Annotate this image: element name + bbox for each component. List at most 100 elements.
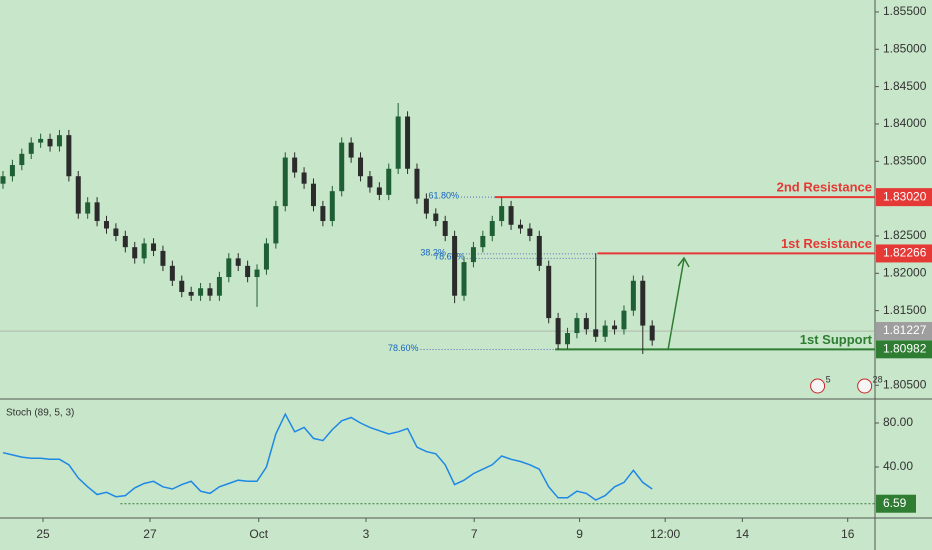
candle-body — [113, 228, 119, 236]
candle-body — [66, 135, 72, 177]
x-tick-label: 25 — [36, 527, 50, 541]
candle-body — [282, 157, 288, 207]
candle-body — [254, 269, 260, 278]
candle-body — [612, 325, 618, 330]
candle-body — [583, 318, 589, 330]
candle-body — [245, 265, 251, 278]
y-tick-label: 1.82000 — [883, 265, 927, 279]
candle-body — [188, 291, 194, 296]
candle-body — [122, 235, 128, 248]
candle-body — [517, 224, 523, 229]
fib-label: 38.2% — [420, 247, 446, 257]
candle-body — [132, 247, 138, 259]
event-icon — [810, 378, 826, 394]
y-tick-label: 1.85500 — [883, 4, 927, 18]
candle-body — [273, 206, 279, 244]
candle-body — [489, 221, 495, 236]
candle-body — [75, 176, 81, 214]
event-label: 5 — [826, 374, 831, 384]
y-tick-label: 1.84500 — [883, 79, 927, 93]
candle-body — [574, 318, 580, 334]
candle-body — [141, 243, 147, 259]
candle-body — [546, 265, 552, 319]
candle-body — [423, 198, 429, 214]
candle-body — [442, 221, 448, 236]
candle-body — [602, 325, 608, 337]
candle-body — [85, 202, 91, 214]
candle-body — [292, 157, 298, 173]
candle-body — [0, 176, 6, 184]
candle-body — [216, 277, 222, 296]
candle-body — [593, 329, 599, 337]
fib-label: 61.80% — [428, 191, 459, 201]
x-tick-label: 12:00 — [650, 527, 680, 541]
candle-body — [367, 176, 373, 188]
last-price-label: 1.81227 — [883, 323, 927, 337]
candle-body — [461, 262, 467, 296]
candle-body — [414, 168, 420, 199]
y-tick-label: 1.81500 — [883, 303, 927, 317]
candle-body — [263, 243, 269, 270]
candle-body — [169, 265, 175, 281]
y-tick-label: 1.80500 — [883, 377, 927, 391]
candle-body — [235, 258, 241, 266]
value-box — [876, 494, 916, 513]
candle-body — [376, 187, 382, 195]
candle-body — [508, 206, 514, 225]
candle-body — [386, 168, 392, 195]
candle-body — [555, 318, 561, 345]
candle-body — [527, 228, 533, 236]
candle-body — [38, 138, 44, 143]
candle-body — [301, 172, 307, 184]
level-label: 1.80982 — [883, 341, 927, 355]
candle-body — [19, 153, 25, 166]
indicator-title: Stoch (89, 5, 3) — [6, 408, 74, 419]
candle-body — [499, 206, 505, 222]
y-tick-label: 1.84000 — [883, 116, 927, 130]
candle-body — [405, 116, 411, 169]
level-name: 1st Resistance — [781, 236, 872, 251]
candle-body — [358, 157, 364, 177]
x-tick-label: 9 — [576, 527, 583, 541]
candle-body — [395, 116, 401, 169]
candle-body — [310, 183, 316, 207]
x-tick-label: 14 — [736, 527, 750, 541]
candle-body — [470, 247, 476, 263]
candle-body — [452, 235, 458, 296]
y-tick-label: 1.85000 — [883, 41, 927, 55]
y-tick-label: 1.82500 — [883, 228, 927, 242]
candle-body — [207, 288, 213, 296]
x-tick-label: 16 — [841, 527, 855, 541]
candle-body — [56, 135, 62, 147]
event-icon — [857, 378, 873, 394]
y-tick-label: 40.00 — [883, 459, 913, 473]
value-label: 6.59 — [883, 496, 907, 510]
candle-body — [640, 280, 646, 326]
candle-body — [433, 213, 439, 222]
event-label: 28 — [873, 374, 883, 384]
candle-body — [179, 280, 185, 292]
candle-body — [536, 235, 542, 266]
candle-body — [103, 221, 109, 229]
candle-body — [320, 206, 326, 222]
candle-body — [160, 250, 166, 266]
level-box — [876, 244, 932, 263]
candle-body — [9, 165, 15, 177]
candle-body — [198, 288, 204, 296]
candle-body — [339, 142, 345, 192]
fib-label: 78.60% — [388, 343, 419, 353]
y-tick-label: 80.00 — [883, 415, 913, 429]
candle-body — [565, 333, 571, 345]
level-name: 2nd Resistance — [777, 180, 872, 195]
candle-body — [649, 325, 655, 341]
candle-body — [621, 310, 627, 330]
candle-body — [226, 258, 232, 278]
last-price-box — [876, 322, 932, 341]
stoch-line — [2, 412, 653, 501]
y-tick-label: 1.83500 — [883, 153, 927, 167]
x-tick-label: 3 — [363, 527, 370, 541]
candle-body — [329, 191, 335, 222]
level-label: 1.83020 — [883, 189, 927, 203]
candle-body — [348, 142, 354, 158]
